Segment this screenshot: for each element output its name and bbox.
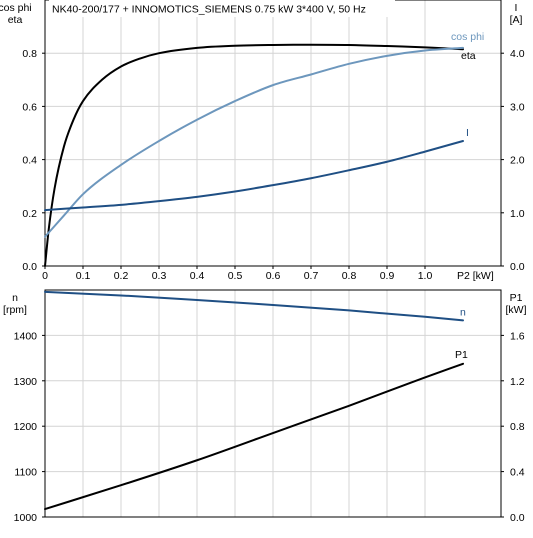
y-left-tick-label: 0.2 xyxy=(22,208,37,220)
y-left-axis-label: n xyxy=(12,292,18,304)
y-left-tick-label: 1000 xyxy=(14,512,38,524)
y-right-axis-label: P1 xyxy=(510,292,523,304)
y-left-tick-label: 0.4 xyxy=(22,155,37,167)
x-tick-label: 0.3 xyxy=(152,270,167,282)
y-right-tick-label: 0.4 xyxy=(510,467,525,479)
y-right-tick-label: 0.0 xyxy=(510,261,525,273)
x-tick-label: 0.5 xyxy=(228,270,243,282)
series-line-i xyxy=(44,139,464,212)
x-tick-label: 0.1 xyxy=(76,270,91,282)
y-right-tick-label: 2.0 xyxy=(510,155,525,167)
x-tick-label: 0.8 xyxy=(342,270,357,282)
series-label-p1: P1 xyxy=(455,349,468,361)
y-right-tick-label: 1.0 xyxy=(510,208,525,220)
y-left-axis-label: [rpm] xyxy=(3,304,27,316)
y-right-tick-label: 0.0 xyxy=(510,512,525,524)
title-box xyxy=(49,0,395,17)
grid xyxy=(45,290,501,517)
series-line-p1 xyxy=(44,362,464,511)
series-label-cos-phi: cos phi xyxy=(451,31,484,43)
y-left-tick-label: 1400 xyxy=(14,330,38,342)
x-tick-label: 0.6 xyxy=(266,270,281,282)
x-tick-label: 0 xyxy=(42,270,48,282)
y-right-tick-label: 4.0 xyxy=(510,48,525,60)
bottom-chart-speed-power: 100011001200130014000.00.40.81.21.6n[rpm… xyxy=(3,289,527,524)
x-tick-label: 0.4 xyxy=(190,270,205,282)
y-right-tick-label: 1.2 xyxy=(510,376,525,388)
series-label-eta: eta xyxy=(461,50,476,62)
y-right-tick-label: 3.0 xyxy=(510,101,525,113)
y-right-axis-label: I xyxy=(515,2,518,14)
x-axis-label: P2 [kW] xyxy=(457,270,494,282)
series-line-eta xyxy=(44,43,464,267)
y-right-axis-label: [A] xyxy=(510,14,523,26)
x-tick-label: 0.7 xyxy=(304,270,319,282)
series-label-i: I xyxy=(466,127,469,139)
y-left-axis-label: cos phi xyxy=(0,2,32,14)
y-left-tick-label: 1100 xyxy=(14,467,37,479)
y-left-tick-label: 0.0 xyxy=(22,261,37,273)
y-right-tick-label: 1.6 xyxy=(510,330,525,342)
series-line-cos-phi xyxy=(44,46,464,238)
y-left-axis-label: eta xyxy=(8,14,23,26)
x-tick-label: 0.9 xyxy=(380,270,395,282)
plot-frame xyxy=(44,289,502,518)
series-label-n: n xyxy=(460,306,466,318)
y-right-axis-label: [kW] xyxy=(506,304,527,316)
top-chart-efficiency-current: 0.0 0.2 0.4 0.6 0.8 0.0 1.0 2.0 3.0 4.0 0 0.1 0.2 0.3… xyxy=(0,0,525,282)
series-line-n xyxy=(44,290,464,322)
x-tick-label: 1.0 xyxy=(418,270,433,282)
chart-title: NK40-200/177 + INNOMOTICS_SIEMENS 0.75 k… xyxy=(52,4,366,16)
y-left-tick-label: 1300 xyxy=(14,376,38,388)
y-left-tick-label: 0.6 xyxy=(22,101,37,113)
x-tick-label: 0.2 xyxy=(114,270,129,282)
y-right-tick-label: 0.8 xyxy=(510,421,525,433)
y-left-tick-label: 1200 xyxy=(14,421,38,433)
y-left-tick-label: 0.8 xyxy=(22,48,37,60)
grid xyxy=(45,0,501,266)
